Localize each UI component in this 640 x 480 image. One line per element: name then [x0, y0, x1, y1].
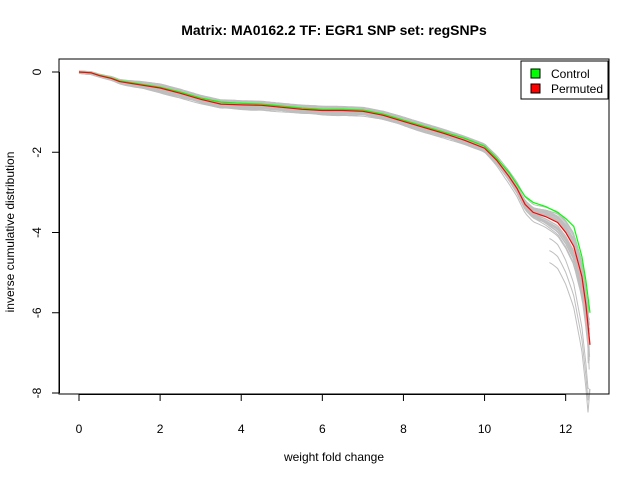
- legend-label-permuted: Permuted: [551, 82, 603, 96]
- permutation-curve: [78, 72, 590, 370]
- x-axis: 0 2 4 6 8 10 12: [76, 394, 573, 436]
- x-tick-label: 0: [76, 422, 83, 436]
- y-tick-label: 0: [30, 68, 44, 75]
- x-tick-label: 4: [238, 422, 245, 436]
- chart-title: Matrix: MA0162.2 TF: EGR1 SNP set: regSN…: [181, 22, 487, 38]
- legend-swatch-control: [530, 68, 541, 79]
- y-axis: 0 -2 -4 -6 -8: [30, 68, 60, 398]
- permutation-curve: [549, 250, 591, 401]
- y-axis-label: inverse cumulative distribution: [3, 152, 17, 313]
- x-tick-label: 12: [559, 422, 573, 436]
- y-tick-label: -8: [30, 387, 44, 398]
- permutation-curve: [549, 262, 591, 413]
- y-tick-label: -4: [30, 227, 44, 238]
- y-tick-label: -2: [30, 147, 44, 158]
- permutation-curve: [549, 238, 590, 390]
- legend-label-control: Control: [551, 67, 590, 81]
- x-tick-label: 8: [400, 422, 407, 436]
- y-tick-label: -6: [30, 307, 44, 318]
- x-tick-label: 2: [157, 422, 164, 436]
- series-lines: [78, 71, 591, 345]
- series-line-control: [78, 71, 591, 313]
- x-axis-label: weight fold change: [283, 450, 384, 464]
- x-tick-label: 6: [319, 422, 326, 436]
- x-tick-label: 10: [478, 422, 492, 436]
- legend-swatch-permuted: [530, 83, 541, 94]
- series-line-permuted: [78, 71, 591, 345]
